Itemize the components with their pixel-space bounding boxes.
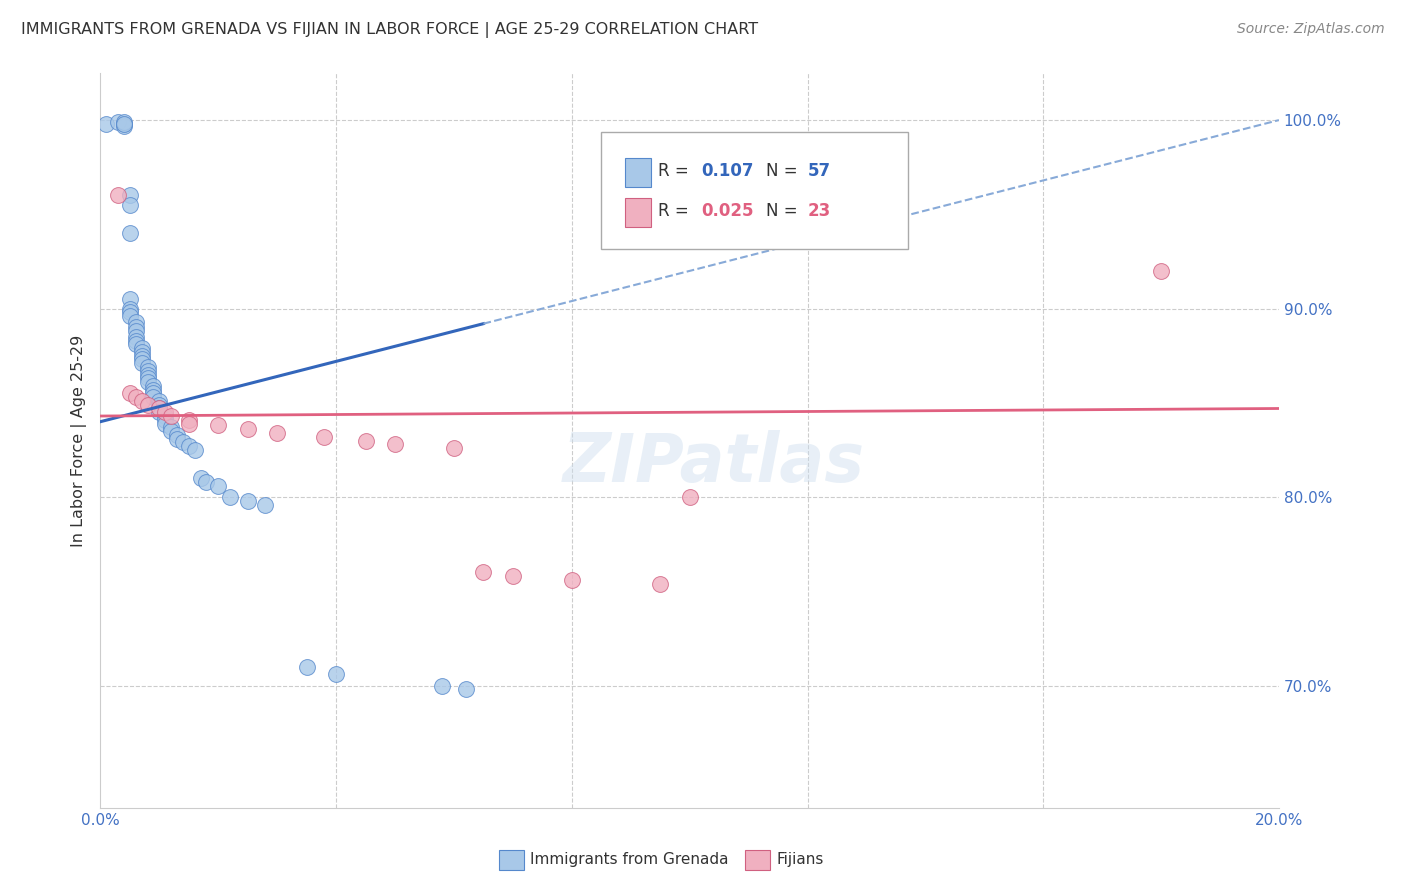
Point	[1150, 264, 1173, 278]
Point	[112, 119, 135, 133]
Point	[166, 428, 188, 442]
Point	[96, 117, 118, 131]
Point	[142, 386, 165, 401]
Point	[454, 682, 477, 697]
Text: ZIPatlas: ZIPatlas	[562, 430, 865, 496]
Point	[314, 430, 336, 444]
Text: N =: N =	[766, 202, 803, 220]
Text: IMMIGRANTS FROM GRENADA VS FIJIAN IN LABOR FORCE | AGE 25-29 CORRELATION CHART: IMMIGRANTS FROM GRENADA VS FIJIAN IN LAB…	[21, 22, 758, 38]
Point	[160, 420, 183, 434]
Point	[472, 566, 495, 580]
Point	[131, 393, 153, 408]
Point	[131, 356, 153, 370]
Point	[207, 479, 229, 493]
Point	[650, 576, 672, 591]
Point	[112, 117, 135, 131]
Point	[125, 390, 148, 404]
Point	[136, 398, 159, 412]
Point	[155, 413, 177, 427]
Text: N =: N =	[766, 161, 803, 180]
Text: Fijians: Fijians	[776, 853, 824, 867]
Point	[118, 188, 141, 202]
Point	[136, 359, 159, 374]
Point	[142, 379, 165, 393]
Point	[236, 422, 259, 436]
Text: Source: ZipAtlas.com: Source: ZipAtlas.com	[1237, 22, 1385, 37]
Point	[502, 569, 524, 583]
FancyBboxPatch shape	[602, 132, 908, 250]
Text: R =: R =	[658, 202, 695, 220]
Point	[136, 371, 159, 385]
Point	[679, 490, 702, 504]
Point	[125, 330, 148, 344]
Point	[131, 352, 153, 367]
Point	[148, 398, 170, 412]
Point	[219, 490, 242, 504]
Point	[125, 324, 148, 338]
Text: Immigrants from Grenada: Immigrants from Grenada	[530, 853, 728, 867]
Point	[207, 418, 229, 433]
Point	[136, 364, 159, 378]
Bar	[624, 158, 651, 187]
Point	[172, 435, 194, 450]
Point	[148, 401, 170, 416]
Point	[160, 424, 183, 438]
Point	[443, 441, 465, 455]
Point	[107, 115, 129, 129]
Point	[166, 432, 188, 446]
Point	[142, 390, 165, 404]
Y-axis label: In Labor Force | Age 25-29: In Labor Force | Age 25-29	[72, 334, 87, 547]
Point	[155, 405, 177, 419]
Point	[136, 368, 159, 382]
Point	[148, 401, 170, 416]
Point	[142, 383, 165, 397]
Point	[125, 315, 148, 329]
Point	[107, 188, 129, 202]
Point	[160, 409, 183, 423]
Point	[155, 409, 177, 423]
Point	[254, 498, 277, 512]
Point	[148, 393, 170, 408]
Point	[131, 341, 153, 355]
Point	[112, 117, 135, 131]
Point	[561, 573, 583, 587]
Point	[432, 679, 454, 693]
Point	[131, 349, 153, 363]
Point	[177, 413, 200, 427]
Text: 57: 57	[807, 161, 831, 180]
Point	[118, 309, 141, 323]
Point	[266, 425, 288, 440]
Point	[118, 198, 141, 212]
Point	[125, 320, 148, 334]
Point	[177, 417, 200, 431]
Bar	[624, 198, 651, 227]
Text: 0.025: 0.025	[702, 202, 754, 220]
Point	[118, 292, 141, 306]
Point	[195, 475, 218, 489]
Point	[236, 493, 259, 508]
Point	[131, 345, 153, 359]
Text: 0.107: 0.107	[702, 161, 754, 180]
Point	[125, 334, 148, 348]
Point	[118, 301, 141, 316]
Point	[295, 659, 318, 673]
Point	[183, 442, 205, 457]
Point	[155, 417, 177, 431]
Point	[125, 337, 148, 351]
Point	[148, 405, 170, 419]
Point	[384, 437, 406, 451]
Point	[112, 115, 135, 129]
Point	[177, 439, 200, 453]
Point	[190, 471, 212, 485]
Point	[118, 226, 141, 240]
Text: R =: R =	[658, 161, 695, 180]
Point	[136, 375, 159, 389]
Point	[118, 305, 141, 319]
Point	[354, 434, 377, 448]
Point	[118, 386, 141, 401]
Text: 23: 23	[807, 202, 831, 220]
Point	[325, 667, 347, 681]
